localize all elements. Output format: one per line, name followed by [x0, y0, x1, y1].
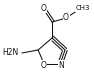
Text: N: N [58, 61, 64, 70]
Text: CH3: CH3 [76, 5, 90, 11]
Text: O: O [40, 61, 46, 70]
Text: O: O [63, 13, 69, 22]
Text: O: O [40, 4, 46, 13]
Text: H2N: H2N [2, 48, 18, 57]
